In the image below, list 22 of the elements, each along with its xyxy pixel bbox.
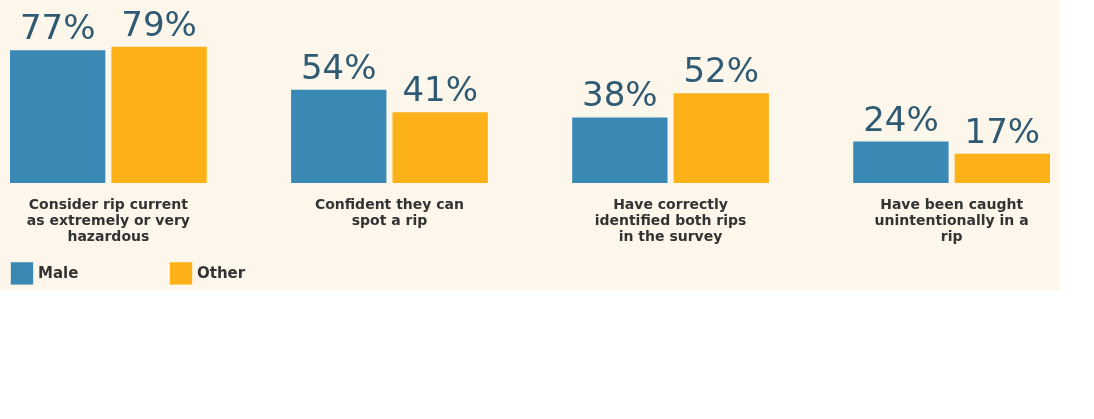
bar <box>853 141 949 183</box>
data-label: 52% <box>683 50 760 91</box>
legend-label: Male <box>38 264 79 283</box>
bar <box>291 89 387 183</box>
data-label: 38% <box>582 74 658 115</box>
data-label: 54% <box>300 46 377 87</box>
x-tick-label: Consider rip current as extremely or very hazardous <box>26 195 190 244</box>
bar <box>111 46 207 183</box>
bar <box>572 117 668 183</box>
data-label: 41% <box>402 69 478 110</box>
bar <box>954 153 1050 183</box>
x-tick-label: Have been caught unintentionally in a rip <box>874 195 1029 244</box>
legend-label: Other <box>197 264 246 283</box>
data-label: 77% <box>19 7 96 48</box>
data-label: 24% <box>863 98 939 139</box>
x-tick-label: Confident they can spot a rip <box>314 195 465 228</box>
bar <box>673 93 769 183</box>
bar <box>392 112 488 183</box>
x-tick-label: Have correctly identified both rips in the survey <box>594 195 747 244</box>
data-label: 17% <box>964 110 1041 151</box>
bar <box>10 50 106 183</box>
data-label: 79% <box>121 3 197 44</box>
